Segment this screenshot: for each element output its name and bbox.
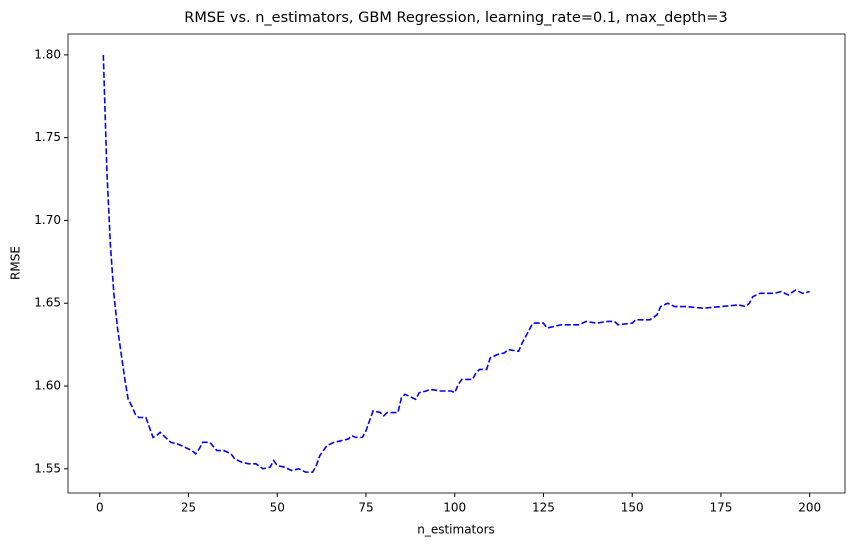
x-tick-label: 175 [709,501,732,515]
y-tick-label: 1.70 [34,213,61,227]
y-tick-label: 1.55 [34,461,61,475]
x-tick-label: 150 [621,501,644,515]
x-tick-label: 200 [798,501,821,515]
y-axis-label: RMSE [9,246,23,280]
x-tick-label: 100 [443,501,466,515]
x-tick-label: 75 [358,501,373,515]
plot-frame [67,33,846,494]
y-tick-label: 1.65 [34,296,61,310]
chart-title: RMSE vs. n_estimators, GBM Regression, l… [184,10,727,26]
y-tick-label: 1.75 [34,130,61,144]
data-line [102,54,810,473]
y-tick-label: 1.60 [34,379,61,393]
x-tick-label: 50 [270,501,285,515]
x-axis-label: n_estimators [417,523,495,537]
x-tick-label: 125 [532,501,555,515]
x-tick-label: 25 [181,501,196,515]
x-tick-label: 0 [96,501,104,515]
y-tick-label: 1.80 [34,47,61,61]
